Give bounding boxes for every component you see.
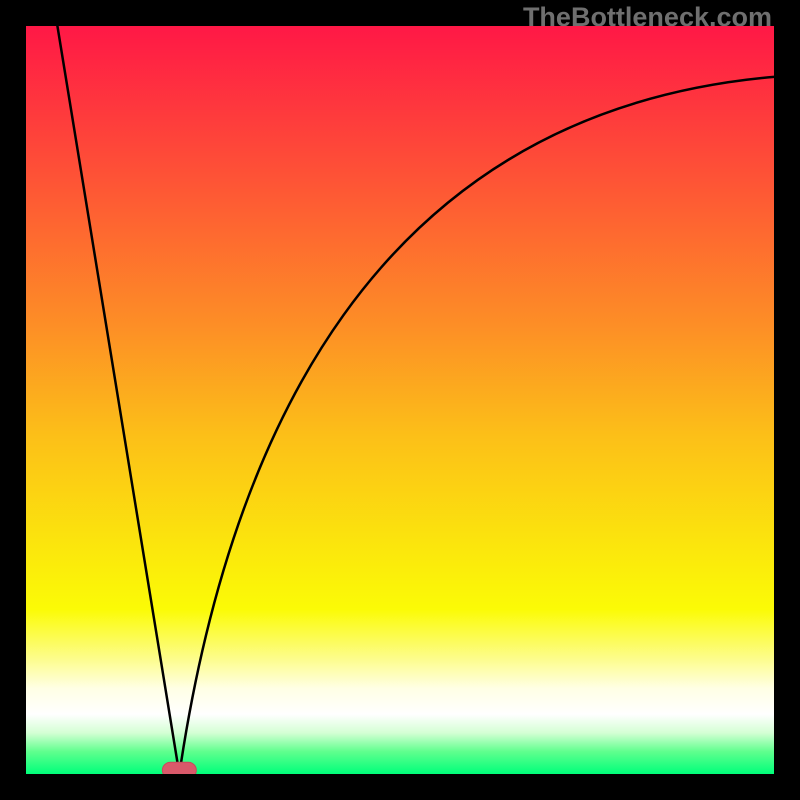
minimum-marker xyxy=(162,762,196,774)
gradient-background xyxy=(26,26,774,774)
plot-svg xyxy=(26,26,774,774)
plot-area xyxy=(26,26,774,774)
